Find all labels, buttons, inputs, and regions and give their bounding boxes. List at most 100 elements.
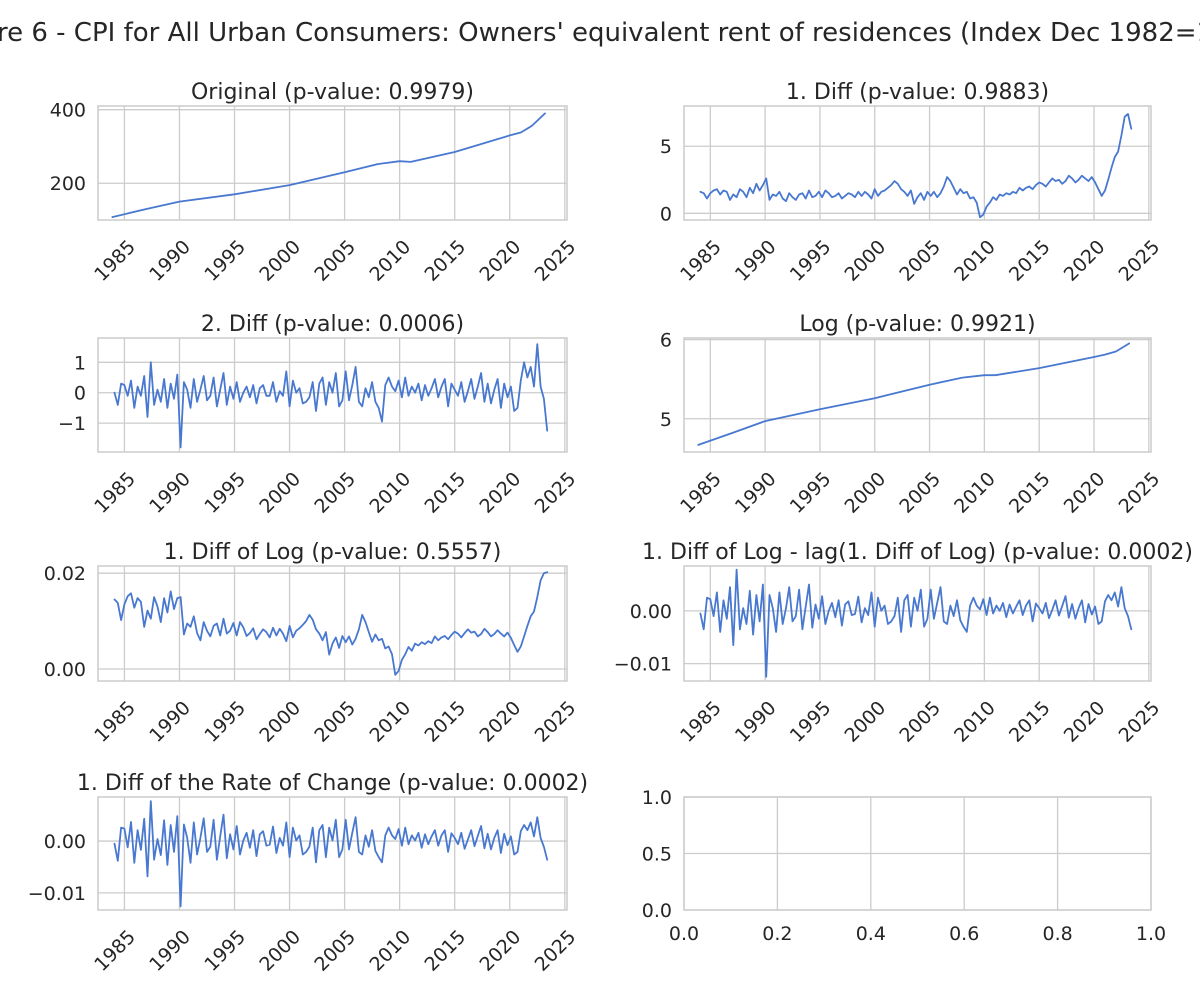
series-line-original bbox=[111, 112, 546, 218]
x-tick-label: 2015 bbox=[420, 236, 470, 286]
y-tick-label: −0.01 bbox=[28, 883, 86, 905]
x-tick-label: 0.0 bbox=[669, 923, 699, 945]
y-tick-label: 0 bbox=[74, 383, 86, 405]
x-tick-label: 1985 bbox=[676, 468, 726, 518]
x-tick-label: 1985 bbox=[90, 697, 140, 747]
series-line-diff-rate-of-change bbox=[113, 800, 549, 908]
y-tick-label: 0 bbox=[660, 203, 672, 225]
x-tick-label: 2020 bbox=[1060, 697, 1110, 747]
x-tick-label: 2020 bbox=[476, 697, 526, 747]
x-tick-label: 1995 bbox=[786, 468, 836, 518]
subplot-diff-rate-of-change: 1985 1990 1995 2000 2005 2010 2015 2020 2025 −0.0… bbox=[28, 771, 588, 976]
subplot-title: 1. Diff of the Rate of Change (p-value: … bbox=[77, 771, 588, 796]
x-tick-label: 2025 bbox=[531, 468, 581, 518]
subplot-original: 1985 1990 1995 2000 2005 2010 2015 2020 2025 200 4… bbox=[50, 80, 581, 286]
x-tick-label: 1995 bbox=[786, 697, 836, 747]
x-tick-label: 1990 bbox=[145, 236, 195, 286]
subplot-diff-log-lag: 1985 1990 1995 2000 2005 2010 2015 2020 2025 −0.0… bbox=[614, 540, 1193, 747]
y-tick-label: 0.00 bbox=[44, 659, 86, 681]
subplot-title: Log (p-value: 0.9921) bbox=[799, 312, 1035, 337]
x-tick-label: 2000 bbox=[841, 236, 891, 286]
subplot-title: 1. Diff of Log (p-value: 0.5557) bbox=[164, 540, 502, 565]
y-tick-label: 6 bbox=[660, 330, 672, 352]
x-tick-label: 2020 bbox=[1060, 236, 1110, 286]
y-tick-label: 1.0 bbox=[642, 787, 672, 809]
subplot-title: 2. Diff (p-value: 0.0006) bbox=[201, 312, 464, 337]
x-tick-label: 1995 bbox=[786, 236, 836, 286]
x-tick-label: 2005 bbox=[310, 468, 360, 518]
x-tick-label: 2015 bbox=[420, 697, 470, 747]
x-tick-label: 0.2 bbox=[762, 923, 792, 945]
plot-frame bbox=[683, 337, 1152, 453]
x-tick-label: 1990 bbox=[145, 697, 195, 747]
plot-frame bbox=[683, 565, 1152, 682]
subplot-first-diff: 1985 1990 1995 2000 2005 2010 2015 2020 2025 0 5 1.… bbox=[660, 80, 1164, 286]
x-tick-label: 1.0 bbox=[1136, 923, 1166, 945]
x-tick-label: 1985 bbox=[676, 236, 726, 286]
y-tick-label: 0.00 bbox=[630, 601, 672, 623]
x-tick-label: 1995 bbox=[200, 926, 250, 976]
x-tick-label: 2010 bbox=[365, 468, 415, 518]
y-tick-label: 5 bbox=[660, 136, 672, 158]
subplot-log: 1985 1990 1995 2000 2005 2010 2015 2020 2025 5 6 Lo… bbox=[660, 312, 1164, 518]
x-tick-label: 1995 bbox=[200, 697, 250, 747]
x-tick-label: 1985 bbox=[90, 236, 140, 286]
series-line-diff-log bbox=[113, 571, 549, 676]
x-tick-label: 2000 bbox=[255, 468, 305, 518]
x-tick-label: 2000 bbox=[841, 697, 891, 747]
y-tick-label: 0.5 bbox=[642, 844, 672, 866]
series-line-diff-log-lag bbox=[699, 568, 1133, 678]
subplot-title: Original (p-value: 0.9979) bbox=[191, 80, 474, 105]
y-tick-label: −1 bbox=[58, 413, 86, 435]
figure-suptitle: Figure 6 - CPI for All Urban Consumers: … bbox=[0, 18, 1200, 48]
x-tick-label: 2020 bbox=[1060, 468, 1110, 518]
x-tick-label: 1995 bbox=[200, 468, 250, 518]
x-tick-label: 1985 bbox=[90, 926, 140, 976]
y-tick-label: 0.02 bbox=[44, 563, 86, 585]
x-tick-label: 2010 bbox=[950, 697, 1000, 747]
y-tick-label: 200 bbox=[50, 173, 86, 195]
x-tick-label: 2015 bbox=[1005, 468, 1055, 518]
series-line-second-diff bbox=[113, 343, 549, 449]
x-tick-label: 2010 bbox=[365, 697, 415, 747]
x-tick-label: 0.4 bbox=[856, 923, 886, 945]
x-tick-label: 2000 bbox=[255, 926, 305, 976]
x-tick-label: 2015 bbox=[420, 926, 470, 976]
y-tick-label: 1 bbox=[74, 352, 86, 374]
x-tick-label: 2005 bbox=[310, 697, 360, 747]
x-tick-label: 2025 bbox=[531, 926, 581, 976]
x-tick-label: 1985 bbox=[676, 697, 726, 747]
x-tick-label: 2005 bbox=[895, 236, 945, 286]
subplot-diff-log: 1985 1990 1995 2000 2005 2010 2015 2020 2025 0.00… bbox=[44, 540, 581, 747]
y-tick-label: 0.0 bbox=[642, 900, 672, 922]
x-tick-label: 1990 bbox=[145, 926, 195, 976]
subplot-title: 1. Diff (p-value: 0.9883) bbox=[786, 80, 1049, 105]
series-line-first-diff bbox=[699, 113, 1133, 219]
x-tick-label: 2015 bbox=[1005, 697, 1055, 747]
y-tick-label: 5 bbox=[660, 409, 672, 431]
x-tick-label: 2025 bbox=[1115, 236, 1165, 286]
series-line-log bbox=[697, 342, 1130, 446]
x-tick-label: 0.8 bbox=[1042, 923, 1072, 945]
x-tick-label: 2005 bbox=[895, 697, 945, 747]
x-tick-label: 2005 bbox=[310, 236, 360, 286]
subplot-title: 1. Diff of Log - lag(1. Diff of Log) (p-… bbox=[642, 540, 1193, 565]
x-tick-label: 1985 bbox=[90, 468, 140, 518]
x-tick-label: 1990 bbox=[145, 468, 195, 518]
y-tick-label: −0.01 bbox=[614, 654, 672, 676]
y-tick-label: 0.00 bbox=[44, 831, 86, 853]
x-tick-label: 0.6 bbox=[949, 923, 979, 945]
plot-frame bbox=[97, 565, 568, 682]
x-tick-label: 2000 bbox=[255, 697, 305, 747]
x-tick-label: 2010 bbox=[365, 236, 415, 286]
x-tick-label: 2015 bbox=[1005, 236, 1055, 286]
x-tick-label: 1995 bbox=[200, 236, 250, 286]
x-tick-label: 1990 bbox=[731, 468, 781, 518]
subplot-empty: 0.0 0.2 0.4 0.6 0.8 1.0 0.0 0.5 1.0 bbox=[642, 787, 1166, 945]
x-tick-label: 1990 bbox=[731, 697, 781, 747]
x-tick-label: 2005 bbox=[895, 468, 945, 518]
x-tick-label: 2005 bbox=[310, 926, 360, 976]
x-tick-label: 2015 bbox=[420, 468, 470, 518]
y-tick-label: 400 bbox=[50, 100, 86, 122]
